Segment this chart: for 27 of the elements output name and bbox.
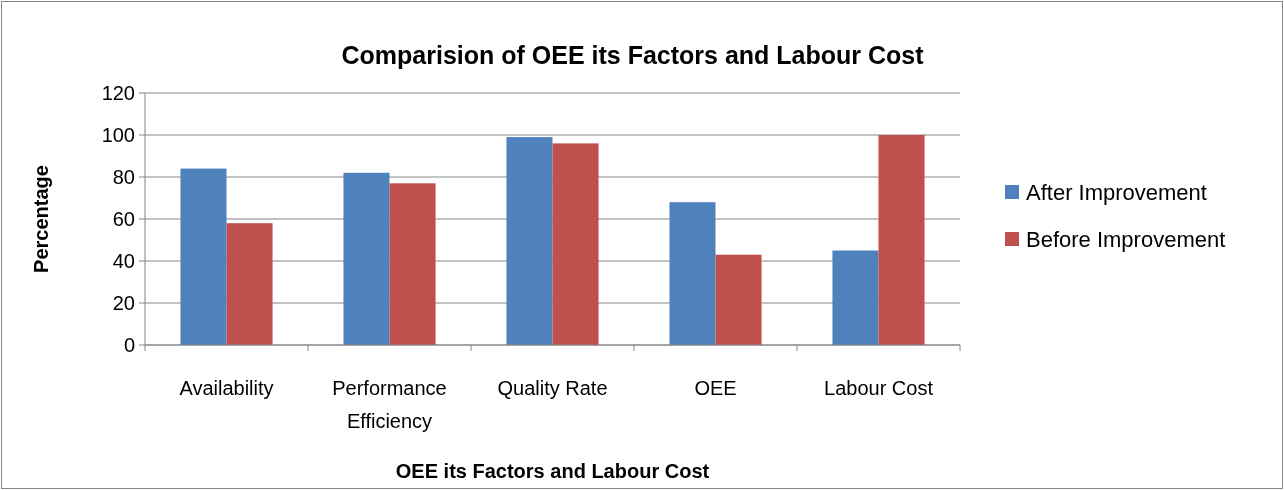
bar: [226, 223, 273, 345]
y-tick-label: 100: [101, 124, 135, 146]
bar: [878, 135, 925, 345]
y-axis-title: Percentage: [30, 165, 52, 273]
bar: [506, 137, 553, 345]
x-axis-title: OEE its Factors and Labour Cost: [395, 460, 710, 482]
legend-label: After Improvement: [1026, 179, 1207, 205]
bar: [343, 172, 390, 345]
x-tick-label: Quality Rate: [497, 377, 608, 399]
x-tick-label: Availability: [179, 377, 274, 399]
y-tick-label: 60: [112, 208, 135, 230]
chart-title: Comparision of OEE its Factors and Labour Cost: [341, 41, 925, 69]
bar: [832, 250, 879, 345]
bar: [552, 143, 599, 345]
y-tick-label: 20: [112, 292, 135, 314]
bar: [180, 168, 227, 345]
y-tick-label: 80: [112, 166, 135, 188]
x-tick-label: OEE: [694, 377, 737, 399]
y-tick-label: 40: [112, 250, 135, 272]
legend-label: Before Improvement: [1026, 226, 1226, 252]
x-tick-label: Performance Efficiency: [332, 377, 447, 432]
x-tick-label: Labour Cost: [824, 377, 934, 399]
bar: [715, 254, 762, 345]
bar: [389, 183, 436, 345]
y-tick-label: 0: [123, 334, 135, 356]
bar: [669, 202, 716, 345]
y-tick-label: 120: [101, 82, 135, 104]
